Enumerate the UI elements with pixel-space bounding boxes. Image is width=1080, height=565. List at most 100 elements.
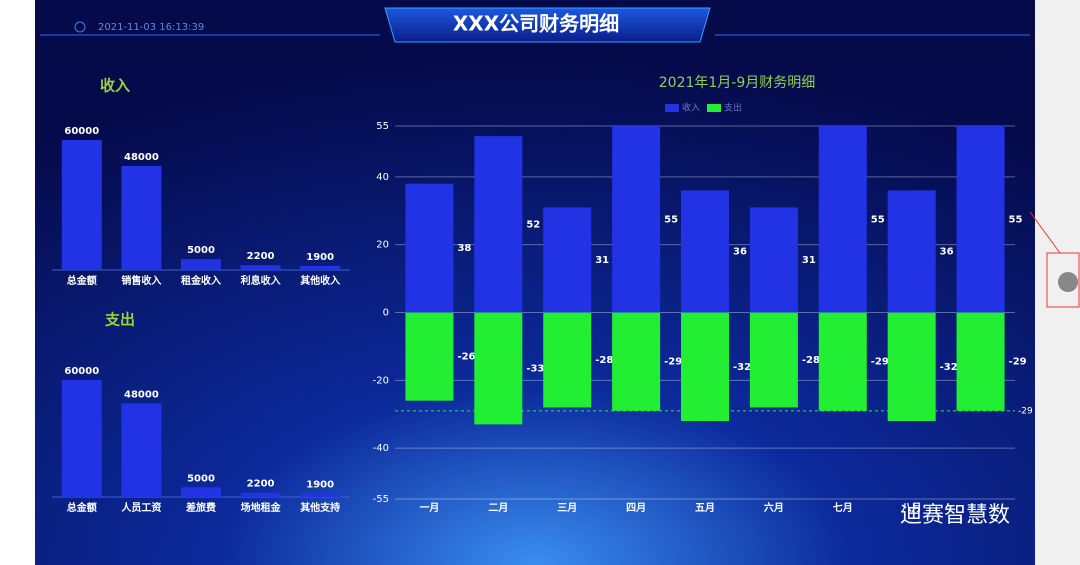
value-label: 31	[595, 255, 609, 266]
arrow	[1029, 211, 1061, 254]
y-tick-label: -40	[373, 443, 389, 454]
bar	[681, 312, 729, 422]
value-label: -29	[1009, 357, 1027, 368]
header-plate	[384, 7, 711, 43]
y-tick-label: 0	[383, 308, 389, 319]
value-label: 55	[871, 214, 885, 225]
bar	[681, 190, 729, 313]
value-label: 31	[802, 255, 816, 266]
value-label: 1900	[306, 479, 334, 490]
bar	[61, 140, 102, 270]
bar	[956, 126, 1005, 313]
bar	[474, 312, 523, 425]
x-tick-label: 销售收入	[121, 274, 161, 287]
bar	[543, 312, 592, 408]
bar	[61, 380, 102, 497]
bar	[818, 312, 867, 411]
x-tick-label: 差旅费	[186, 501, 216, 514]
legend-label: 支出	[724, 102, 742, 114]
bar	[474, 136, 523, 313]
bar	[405, 312, 454, 401]
value-label: 55	[664, 214, 678, 225]
value-label: 48000	[124, 389, 159, 400]
x-tick-label: 八月	[901, 502, 922, 514]
bar	[121, 403, 162, 497]
background	[35, 0, 1035, 565]
x-tick-label: 场地租金	[241, 501, 282, 514]
value-label: 2200	[247, 251, 275, 262]
x-tick-label: 三月	[557, 502, 577, 514]
y-tick-label: 20	[376, 240, 389, 251]
value-label: 36	[940, 246, 954, 257]
x-tick-label: 其他收入	[300, 274, 340, 287]
bar	[181, 487, 221, 497]
value-label: 60000	[64, 366, 99, 377]
x-tick-label: 人员工资	[121, 501, 161, 514]
bar	[818, 126, 867, 313]
charts: 收入 60000 总金额 48000 销售收入 5000 租金收入 2200 利息收入 1900 其…	[52, 75, 1033, 514]
bar	[300, 493, 341, 497]
value-label: 1900	[306, 252, 334, 263]
x-tick-label: 四月	[626, 502, 646, 514]
x-tick-label: 六月	[764, 501, 784, 514]
y-tick-label: -55	[373, 494, 389, 505]
value-label: 48000	[124, 152, 159, 163]
bar	[887, 312, 936, 422]
x-tick-label: 七月	[833, 501, 853, 514]
legend-swatch	[707, 104, 721, 112]
value-label: -32	[940, 362, 958, 373]
bar	[749, 312, 798, 408]
bar	[749, 207, 798, 313]
datetime: 2021-11-03 16:13:39	[98, 22, 204, 33]
value-label: 36	[733, 246, 747, 257]
bar	[956, 312, 1005, 411]
menu-icon[interactable]	[1058, 272, 1078, 292]
y-tick-label: 40	[376, 172, 389, 183]
x-tick-label: 总金额	[67, 274, 97, 287]
bar	[887, 190, 936, 313]
value-label: 5000	[187, 473, 215, 484]
bar	[121, 166, 162, 270]
value-label: -33	[526, 363, 544, 374]
chart-title: 2021年1月-9月财务明细	[659, 75, 816, 91]
x-tick-label: 五月	[695, 502, 715, 514]
header-title: XXX公司财务明细	[453, 12, 619, 36]
x-tick-label: 总金额	[67, 501, 97, 514]
bar	[181, 259, 221, 270]
bar	[612, 312, 661, 411]
watermark: 迪赛智慧数	[900, 503, 1010, 528]
clock-icon	[74, 21, 86, 33]
value-label: -29	[664, 357, 682, 368]
y-tick-label: 55	[376, 121, 389, 132]
bar	[300, 265, 341, 270]
bar	[612, 126, 661, 313]
legend-swatch	[665, 104, 679, 112]
value-label: 52	[526, 219, 540, 230]
value-label: 38	[457, 243, 471, 254]
value-label: -32	[733, 362, 751, 373]
x-tick-label: 二月	[488, 502, 508, 514]
x-tick-label: 其他支持	[300, 501, 340, 514]
value-label: -26	[457, 352, 475, 363]
bar	[240, 492, 281, 497]
x-tick-label: 一月	[419, 502, 439, 514]
bar	[543, 207, 592, 313]
x-tick-label: 利息收入	[241, 274, 281, 287]
bar	[405, 183, 454, 313]
value-label: -28	[802, 355, 820, 366]
value-label: 60000	[64, 126, 99, 137]
chart-title: 支出	[104, 311, 135, 329]
bar	[240, 265, 281, 270]
legend-label: 收入	[682, 102, 700, 114]
value-label: -29	[871, 357, 889, 368]
value-label: 55	[1009, 214, 1023, 225]
value-label: 2200	[247, 479, 275, 490]
value-label: -28	[595, 355, 613, 366]
chart-title: 收入	[100, 77, 130, 95]
y-tick-label: -20	[373, 375, 389, 386]
value-label: 5000	[187, 245, 215, 256]
highlight-box	[1046, 252, 1080, 308]
x-tick-label: 租金收入	[181, 274, 221, 287]
mark-line-label: -29	[1018, 406, 1033, 416]
